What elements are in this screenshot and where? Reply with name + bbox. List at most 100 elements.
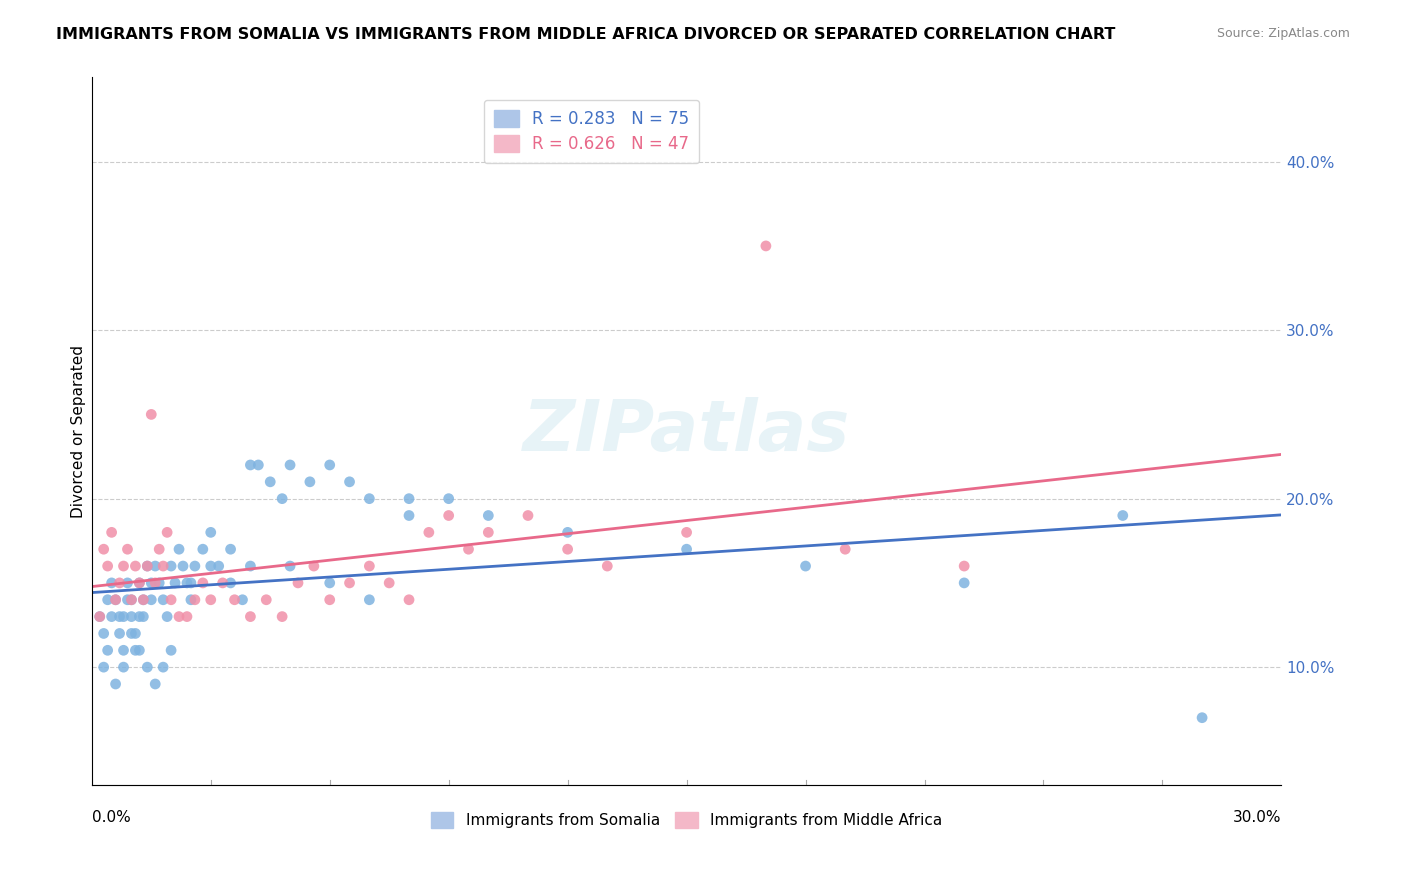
- Point: [143, 559, 166, 574]
- Point: [152, 592, 174, 607]
- Point: [100, 525, 122, 540]
- Text: IMMIGRANTS FROM SOMALIA VS IMMIGRANTS FROM MIDDLE AFRICA DIVORCED OR SEPARATED C: IMMIGRANTS FROM SOMALIA VS IMMIGRANTS FR…: [56, 27, 1115, 42]
- Point: [302, 559, 325, 574]
- Point: [141, 575, 163, 590]
- Point: [104, 677, 127, 691]
- Point: [152, 660, 174, 674]
- Point: [254, 592, 277, 607]
- Point: [477, 525, 499, 540]
- Point: [200, 525, 222, 540]
- Point: [132, 609, 155, 624]
- Point: [278, 559, 301, 574]
- Point: [298, 475, 321, 489]
- Point: [437, 508, 460, 523]
- Point: [953, 575, 976, 590]
- Point: [160, 559, 183, 574]
- Point: [359, 491, 381, 506]
- Point: [208, 559, 231, 574]
- Point: [596, 559, 619, 574]
- Point: [359, 559, 381, 574]
- Point: [224, 592, 246, 607]
- Point: [120, 626, 142, 640]
- Point: [239, 609, 262, 624]
- Text: 0.0%: 0.0%: [91, 810, 131, 825]
- Point: [152, 559, 174, 574]
- Point: [104, 592, 127, 607]
- Point: [1191, 711, 1213, 725]
- Point: [108, 575, 131, 590]
- Point: [517, 508, 540, 523]
- Point: [97, 559, 120, 574]
- Point: [112, 609, 135, 624]
- Point: [271, 491, 294, 506]
- Point: [184, 592, 207, 607]
- Point: [176, 575, 198, 590]
- Point: [124, 626, 146, 640]
- Point: [184, 559, 207, 574]
- Point: [100, 609, 122, 624]
- Point: [128, 643, 150, 657]
- Point: [1112, 508, 1135, 523]
- Point: [148, 575, 170, 590]
- Point: [141, 592, 163, 607]
- Point: [794, 559, 817, 574]
- Text: 30.0%: 30.0%: [1233, 810, 1281, 825]
- Point: [112, 643, 135, 657]
- Point: [191, 542, 214, 557]
- Point: [167, 609, 190, 624]
- Point: [319, 575, 342, 590]
- Point: [200, 559, 222, 574]
- Point: [120, 592, 142, 607]
- Point: [339, 575, 361, 590]
- Point: [278, 458, 301, 472]
- Point: [104, 592, 127, 607]
- Point: [143, 575, 166, 590]
- Point: [675, 525, 697, 540]
- Point: [93, 660, 115, 674]
- Point: [148, 542, 170, 557]
- Point: [259, 475, 281, 489]
- Point: [132, 592, 155, 607]
- Point: [319, 458, 342, 472]
- Point: [136, 559, 159, 574]
- Point: [108, 626, 131, 640]
- Point: [124, 643, 146, 657]
- Point: [319, 592, 342, 607]
- Point: [97, 592, 120, 607]
- Point: [834, 542, 856, 557]
- Point: [180, 592, 202, 607]
- Point: [120, 609, 142, 624]
- Point: [398, 491, 420, 506]
- Point: [418, 525, 440, 540]
- Point: [219, 575, 242, 590]
- Point: [156, 609, 179, 624]
- Point: [112, 559, 135, 574]
- Point: [132, 592, 155, 607]
- Y-axis label: Divorced or Separated: Divorced or Separated: [72, 345, 86, 517]
- Point: [557, 525, 579, 540]
- Point: [287, 575, 309, 590]
- Point: [100, 575, 122, 590]
- Point: [755, 239, 778, 253]
- Point: [200, 592, 222, 607]
- Point: [117, 575, 139, 590]
- Point: [437, 491, 460, 506]
- Point: [156, 525, 179, 540]
- Point: [239, 559, 262, 574]
- Point: [398, 508, 420, 523]
- Point: [271, 609, 294, 624]
- Point: [675, 542, 697, 557]
- Point: [160, 643, 183, 657]
- Point: [359, 592, 381, 607]
- Point: [191, 575, 214, 590]
- Point: [117, 592, 139, 607]
- Point: [136, 660, 159, 674]
- Point: [141, 408, 163, 422]
- Point: [398, 592, 420, 607]
- Point: [117, 542, 139, 557]
- Point: [180, 575, 202, 590]
- Point: [339, 475, 361, 489]
- Point: [128, 575, 150, 590]
- Point: [97, 643, 120, 657]
- Point: [211, 575, 233, 590]
